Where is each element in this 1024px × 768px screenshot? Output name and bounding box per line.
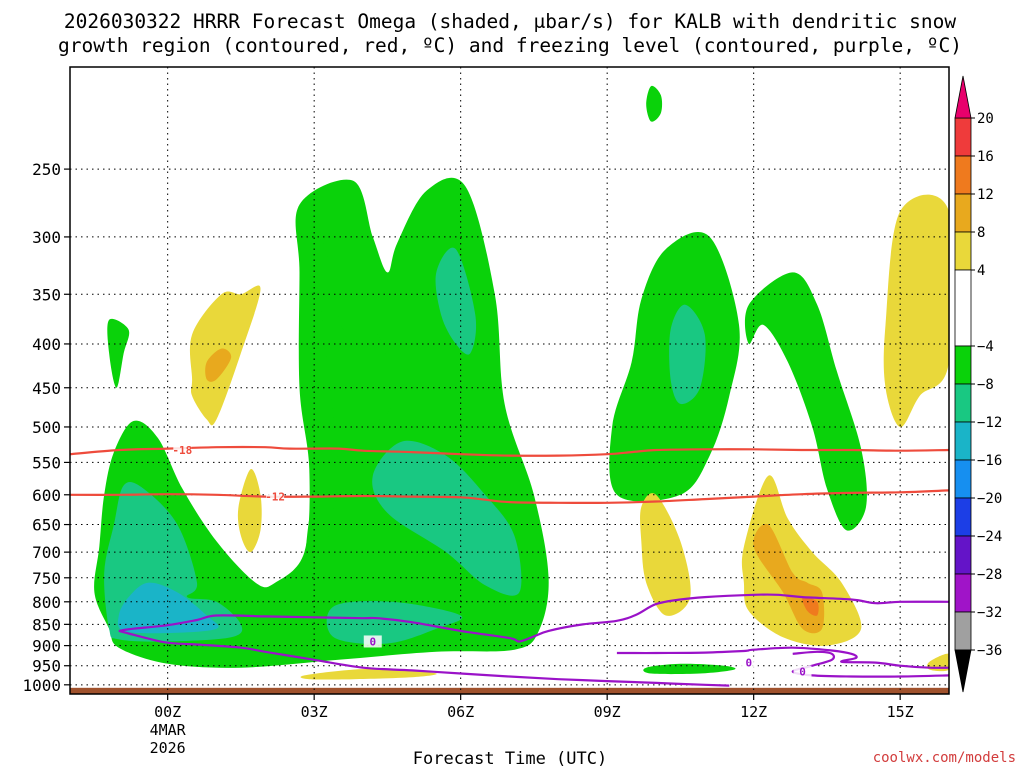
x-tick-label-4: 12Z (740, 703, 767, 721)
chart-title-line-2: growth region (contoured, red, ºC) and f… (58, 34, 962, 57)
y-tick-label-0: 250 (32, 160, 61, 179)
x-tick-label-3: 09Z (594, 703, 621, 721)
x-tick-label-0: 00Z (154, 703, 181, 721)
y-tick-label-12: 850 (32, 615, 61, 634)
omega-region-1 (304, 223, 393, 626)
colorbar-band-12 (954, 573, 972, 613)
colorbar-band-4 (954, 231, 972, 271)
colorbar-tick-label-4: 4 (977, 263, 985, 279)
freezing-contour-1 (118, 629, 730, 687)
y-tick-label-9: 700 (32, 543, 61, 562)
freezing-contour-0 (118, 593, 949, 643)
omega-region-14 (237, 468, 262, 553)
dendritic-contour-1 (70, 489, 949, 505)
freezing-label-bg-0 (363, 635, 382, 648)
x-tick-label-5: 15Z (887, 703, 914, 721)
dendritic-label-bg-1 (266, 490, 285, 503)
colorbar-tick-label-5: −4 (977, 339, 994, 355)
omega-region-6 (643, 663, 736, 675)
omega-region-8 (326, 601, 463, 645)
colorbar-band-8 (954, 421, 972, 461)
colorbar-tick-label-11: −28 (977, 567, 1002, 583)
freezing-contour-label-0: 0 (369, 635, 376, 648)
colorbar: 20 16 12 8 4 −4 −8 −12 −16 −20 −24 −28 −32 −36 (954, 75, 1002, 693)
omega-region-20 (205, 348, 232, 382)
colorbar-tick-label-10: −24 (977, 529, 1002, 545)
colorbar-tick-label-12: −32 (977, 605, 1002, 621)
colorbar-tick-label-13: −36 (977, 643, 1002, 659)
freezing-contour-2 (616, 646, 949, 669)
dendritic-label-bg-0 (173, 444, 192, 457)
x-tick-label-1: 03Z (301, 703, 328, 721)
y-tick-label-2: 350 (32, 285, 61, 304)
colorbar-band-11 (954, 535, 972, 575)
contour-lines: -18 -12 0 0 0 (70, 444, 949, 687)
y-tick-label-1: 300 (32, 228, 61, 247)
dendritic-contour-label-0: -18 (172, 444, 192, 457)
omega-region-10 (435, 247, 477, 355)
colorbar-band-2 (954, 155, 972, 195)
x-date-line-2: 2026 (150, 739, 186, 757)
colorbar-tick-label-8: −16 (977, 453, 1002, 469)
chart-title-line-1: 2026030322 HRRR Forecast Omega (shaded, … (64, 10, 956, 33)
omega-region-16 (640, 493, 691, 616)
freezing-contour-label-2: 0 (745, 657, 752, 670)
colorbar-band-13 (954, 611, 972, 651)
omega-region-22 (802, 596, 819, 616)
y-tick-label-11: 800 (32, 593, 61, 612)
dendritic-contour-label-1: -12 (265, 491, 285, 504)
omega-region-0 (94, 177, 549, 668)
colorbar-tick-label-2: 12 (977, 187, 994, 203)
plot-area: -18 -12 0 0 0 (69, 66, 950, 695)
colorbar-band-3 (954, 193, 972, 233)
y-tick-label-10: 750 (32, 569, 61, 588)
x-tick-label-2: 06Z (447, 703, 474, 721)
omega-region-5 (744, 272, 867, 531)
freezing-label-bg-2 (739, 656, 758, 669)
x-axis: 4MAR 2026 00Z 03Z 06Z 09Z 12Z 15Z (150, 694, 914, 757)
y-tick-label-14: 950 (32, 657, 61, 676)
colorbar-band-5 (954, 269, 972, 347)
colorbar-tick-label-0: 20 (977, 111, 994, 127)
plot-frame (69, 66, 950, 695)
freezing-contour-label-3: 0 (799, 666, 806, 679)
colorbar-tick-label-7: −12 (977, 415, 1002, 431)
colorbar-top-triangle (954, 75, 972, 119)
y-tick-label-5: 500 (32, 418, 61, 437)
omega-region-9 (372, 440, 522, 596)
y-tick-label-8: 650 (32, 516, 61, 535)
y-tick-label-6: 550 (32, 453, 61, 472)
omega-region-11 (669, 304, 706, 405)
y-tick-label-15: 1000 (22, 676, 61, 695)
credit-text: coolwx.com/models (873, 750, 1016, 766)
colorbar-bottom-triangle (954, 649, 972, 693)
y-tick-label-4: 450 (32, 379, 61, 398)
colorbar-tick-label-1: 16 (977, 149, 994, 165)
omega-region-15 (300, 669, 437, 680)
x-date-line-1: 4MAR (150, 721, 187, 739)
colorbar-band-9 (954, 459, 972, 499)
ground-band (70, 687, 949, 694)
ground-rect (70, 687, 949, 694)
colorbar-band-10 (954, 497, 972, 537)
omega-region-18 (883, 194, 949, 428)
y-axis: 250 300 350 400 450 500 550 600 650 700 750 800 850 9… (22, 160, 70, 695)
omega-region-3 (646, 85, 663, 122)
x-axis-label: Forecast Time (UTC) (413, 749, 607, 768)
omega-region-17 (741, 475, 862, 646)
colorbar-band-1 (954, 117, 972, 157)
y-tick-label-7: 600 (32, 486, 61, 505)
dendritic-contour-0 (70, 445, 949, 457)
y-tick-label-13: 900 (32, 637, 61, 656)
colorbar-band-7 (954, 383, 972, 423)
y-tick-label-3: 400 (32, 335, 61, 354)
colorbar-tick-label-3: 8 (977, 225, 985, 241)
colorbar-tick-label-9: −20 (977, 491, 1002, 507)
omega-region-2 (107, 318, 130, 388)
freezing-label-bg-3 (793, 665, 812, 678)
colorbar-tick-label-6: −8 (977, 377, 994, 393)
colorbar-band-6 (954, 345, 972, 385)
